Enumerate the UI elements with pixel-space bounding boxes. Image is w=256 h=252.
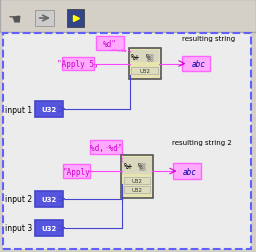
Text: %+: %+ xyxy=(124,161,133,170)
FancyBboxPatch shape xyxy=(122,158,152,174)
Text: ▒: ▒ xyxy=(146,52,152,61)
FancyBboxPatch shape xyxy=(0,0,256,33)
Text: %: % xyxy=(138,161,143,170)
Text: "Apply 5,: "Apply 5, xyxy=(57,60,99,69)
Text: U32: U32 xyxy=(139,69,150,74)
FancyBboxPatch shape xyxy=(173,164,201,179)
FancyBboxPatch shape xyxy=(90,141,122,154)
Text: resulting string 2: resulting string 2 xyxy=(172,139,231,145)
Text: %: % xyxy=(146,52,151,61)
FancyBboxPatch shape xyxy=(131,68,158,74)
FancyBboxPatch shape xyxy=(129,49,161,79)
FancyBboxPatch shape xyxy=(130,51,159,63)
Text: ▒: ▒ xyxy=(138,161,145,170)
Text: U32: U32 xyxy=(132,187,142,192)
Text: input 2: input 2 xyxy=(5,195,32,204)
FancyBboxPatch shape xyxy=(35,220,63,236)
FancyBboxPatch shape xyxy=(182,57,210,72)
Text: resulting string: resulting string xyxy=(182,36,235,42)
Text: "Apply: "Apply xyxy=(63,167,91,176)
Text: abc: abc xyxy=(191,60,205,69)
Text: input 1: input 1 xyxy=(5,105,32,114)
Text: U32: U32 xyxy=(132,178,142,183)
Text: U32: U32 xyxy=(41,196,56,202)
FancyBboxPatch shape xyxy=(62,57,94,71)
FancyBboxPatch shape xyxy=(124,186,151,193)
Text: U32: U32 xyxy=(41,225,56,231)
FancyBboxPatch shape xyxy=(96,37,124,51)
Text: input 3: input 3 xyxy=(5,224,32,233)
Text: %d, %d": %d, %d" xyxy=(90,143,122,152)
Text: %+: %+ xyxy=(131,52,141,61)
Text: U32: U32 xyxy=(41,107,56,113)
Text: %d": %d" xyxy=(103,40,117,49)
FancyBboxPatch shape xyxy=(63,165,90,178)
FancyBboxPatch shape xyxy=(35,102,63,118)
FancyBboxPatch shape xyxy=(121,155,153,198)
Text: abc: abc xyxy=(183,167,196,176)
FancyBboxPatch shape xyxy=(3,34,251,249)
FancyBboxPatch shape xyxy=(35,191,63,207)
FancyBboxPatch shape xyxy=(124,178,151,184)
